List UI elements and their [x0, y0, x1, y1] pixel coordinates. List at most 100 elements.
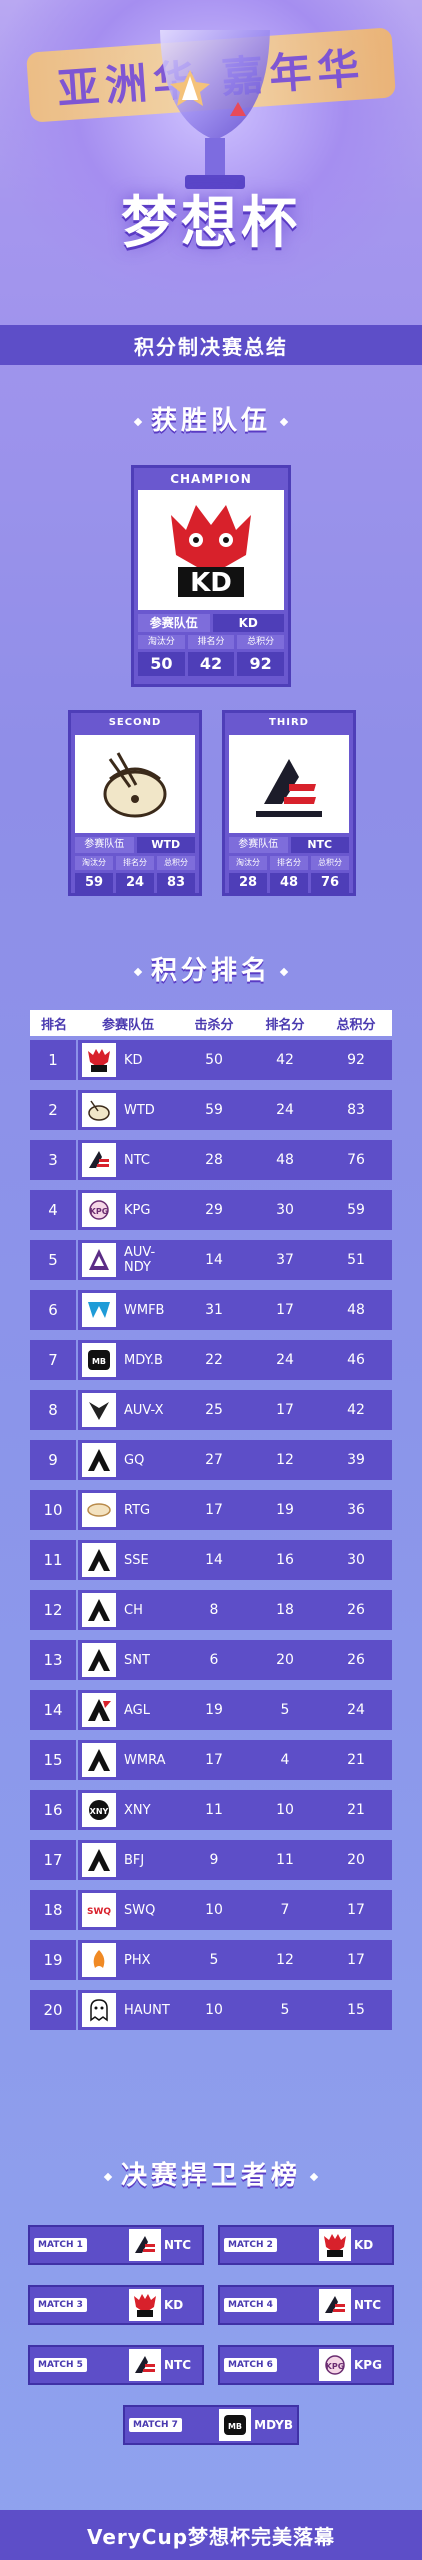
row-rank: 18 — [30, 1890, 76, 1930]
second-rank: 24 — [116, 873, 154, 893]
third-card: THIRD 参赛队伍 NTC 淘汰分 排名分 总积分 28 48 76 — [222, 710, 356, 896]
row-total: 21 — [347, 1752, 365, 1768]
row-total: 26 — [347, 1602, 365, 1618]
header-place: 排名分 — [265, 1017, 305, 1033]
third-total: 76 — [311, 873, 349, 893]
team-label: 参赛队伍 — [229, 837, 288, 853]
row-total: 26 — [347, 1652, 365, 1668]
row-kills: 10 — [205, 2002, 223, 2018]
row-kills: 27 — [205, 1452, 223, 1468]
team-logo-icon — [319, 2229, 351, 2261]
row-kills: 10 — [205, 1902, 223, 1918]
row-rank: 16 — [30, 1790, 76, 1830]
team-logo-icon — [82, 1593, 116, 1627]
match-card: MATCH 7 MB MDYB — [123, 2405, 299, 2445]
third-rank: 48 — [270, 873, 308, 893]
table-row: 15 WMRA 17 4 21 — [30, 1740, 392, 1780]
team-logo-icon — [82, 1043, 116, 1077]
row-body: WMFB 31 17 48 — [78, 1290, 392, 1330]
row-place: 5 — [280, 1702, 290, 1718]
row-body: SNT 6 20 26 — [78, 1640, 392, 1680]
row-kills: 59 — [205, 1102, 223, 1118]
svg-text:MB: MB — [228, 2422, 242, 2431]
row-rank: 15 — [30, 1740, 76, 1780]
row-rank: 12 — [30, 1590, 76, 1630]
team-logo-icon — [82, 1143, 116, 1177]
table-row: 20 HAUNT 10 5 15 — [30, 1990, 392, 2030]
row-total: 76 — [347, 1152, 365, 1168]
row-kills: 29 — [205, 1202, 223, 1218]
stat-label-kills: 淘汰分 — [229, 856, 267, 870]
team-logo-icon — [82, 1743, 116, 1777]
third-kills: 28 — [229, 873, 267, 893]
table-row: 11 SSE 14 16 30 — [30, 1540, 392, 1580]
table-row: 7 MB MDY.B 22 24 46 — [30, 1340, 392, 1380]
team-logo-icon: SWQ — [82, 1893, 116, 1927]
row-total: 15 — [347, 2002, 365, 2018]
footer-bar: VeryCup梦想杯完美落幕 — [0, 2510, 422, 2560]
row-total: 39 — [347, 1452, 365, 1468]
row-total: 30 — [347, 1552, 365, 1568]
row-rank: 6 — [30, 1290, 76, 1330]
row-kills: 17 — [205, 1752, 223, 1768]
svg-text:KPG: KPG — [326, 2362, 345, 2371]
svg-text:KD: KD — [190, 568, 232, 598]
match-label: MATCH 3 — [34, 2298, 87, 2312]
row-team: KD — [124, 1052, 143, 1068]
table-row: 17 BFJ 9 11 20 — [30, 1840, 392, 1880]
row-rank: 13 — [30, 1640, 76, 1680]
row-body: KPG KPG 29 30 59 — [78, 1190, 392, 1230]
row-place: 48 — [276, 1152, 294, 1168]
row-total: 17 — [347, 1952, 365, 1968]
row-body: HAUNT 10 5 15 — [78, 1990, 392, 2030]
third-label: THIRD — [269, 717, 309, 728]
row-kills: 28 — [205, 1152, 223, 1168]
row-kills: 50 — [205, 1052, 223, 1068]
table-row: 18 SWQ SWQ 10 7 17 — [30, 1890, 392, 1930]
stat-label-rank: 排名分 — [270, 856, 308, 870]
team-logo-icon — [82, 1693, 116, 1727]
row-body: KD 50 42 92 — [78, 1040, 392, 1080]
team-logo-icon: KPG — [319, 2349, 351, 2381]
row-team: KPG — [124, 1202, 151, 1218]
row-place: 5 — [280, 2002, 290, 2018]
champion-rank: 42 — [187, 652, 235, 676]
row-body: WTD 59 24 83 — [78, 1090, 392, 1130]
row-kills: 8 — [209, 1602, 219, 1618]
row-team: XNY — [124, 1802, 151, 1818]
match-team: NTC — [164, 2358, 192, 2372]
row-kills: 14 — [205, 1552, 223, 1568]
team-logo-icon — [82, 1543, 116, 1577]
table-row: 5 AUV-NDY 14 37 51 — [30, 1240, 392, 1280]
row-team: SWQ — [124, 1902, 156, 1918]
row-total: 42 — [347, 1402, 365, 1418]
row-team: HAUNT — [124, 2002, 170, 2018]
winners-section-title: 获胜队伍 — [0, 400, 422, 437]
row-kills: 11 — [205, 1802, 223, 1818]
table-row: 3 NTC 28 48 76 — [30, 1140, 392, 1180]
team-logo-icon — [129, 2229, 161, 2261]
row-rank: 4 — [30, 1190, 76, 1230]
row-total: 24 — [347, 1702, 365, 1718]
row-place: 7 — [280, 1902, 290, 1918]
row-team: WMFB — [124, 1302, 165, 1318]
match-card: MATCH 6 KPG KPG — [218, 2345, 394, 2385]
row-place: 30 — [276, 1202, 294, 1218]
table-row: 10 RTG 17 19 36 — [30, 1490, 392, 1530]
row-body: SSE 14 16 30 — [78, 1540, 392, 1580]
row-total: 17 — [347, 1902, 365, 1918]
team-logo-icon: MB — [219, 2409, 252, 2441]
row-team: CH — [124, 1602, 143, 1618]
match-team: MDYB — [254, 2418, 293, 2432]
row-body: MB MDY.B 22 24 46 — [78, 1340, 392, 1380]
team-logo-icon — [129, 2289, 161, 2321]
table-row: 9 GQ 27 12 39 — [30, 1440, 392, 1480]
row-rank: 17 — [30, 1840, 76, 1880]
row-place: 12 — [276, 1952, 294, 1968]
team-logo-icon — [82, 1943, 116, 1977]
row-team: SSE — [124, 1552, 149, 1568]
match-card: MATCH 5 NTC — [28, 2345, 204, 2385]
team-label: 参赛队伍 — [138, 614, 210, 632]
header-total: 总积分 — [336, 1017, 376, 1033]
footer-text: VeryCup梦想杯完美落幕 — [86, 2524, 336, 2549]
